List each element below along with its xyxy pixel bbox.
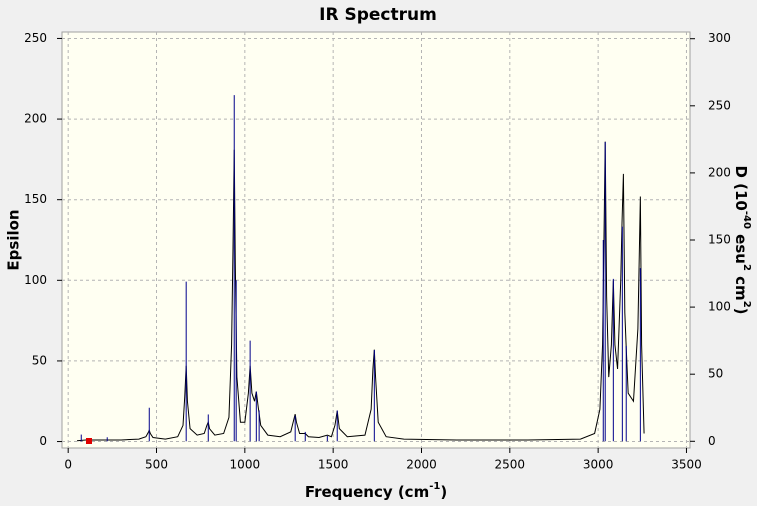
x-tick-label: 3500 bbox=[671, 458, 702, 472]
label-part: 2 bbox=[741, 301, 752, 308]
chart-title: IR Spectrum bbox=[319, 5, 437, 25]
label-part: 2 bbox=[741, 264, 752, 271]
label-part: -1 bbox=[429, 481, 440, 492]
x-tick-label: 1500 bbox=[318, 458, 349, 472]
x-tick-label: 0 bbox=[64, 458, 72, 472]
y2-tick-label: 150 bbox=[708, 233, 731, 247]
y2-tick-label: 250 bbox=[708, 98, 731, 112]
y2-axis-label: D (10-40 esu2 cm2) bbox=[733, 165, 753, 314]
x-axis-label: Frequency (cm-1) bbox=[305, 481, 447, 501]
x-tick-label: 500 bbox=[145, 458, 168, 472]
spectrum-line bbox=[76, 141, 645, 442]
label-part: Frequency (cm bbox=[305, 483, 429, 501]
y2-tick-label: 0 bbox=[708, 434, 716, 448]
cursor-marker bbox=[86, 438, 92, 444]
x-tick-label: 2500 bbox=[495, 458, 526, 472]
y2-tick-label: 100 bbox=[708, 300, 731, 314]
y-tick-label: 100 bbox=[24, 273, 47, 287]
y2-tick-label: 200 bbox=[708, 165, 731, 179]
label-part: ) bbox=[733, 308, 751, 315]
x-tick-label: 3000 bbox=[583, 458, 614, 472]
y-tick-label: 50 bbox=[32, 353, 47, 367]
y2-tick-label: 300 bbox=[708, 31, 731, 45]
y2-tick-label: 50 bbox=[708, 367, 723, 381]
label-part: -40 bbox=[741, 211, 752, 229]
label-part: D (10 bbox=[733, 165, 751, 210]
y-tick-label: 0 bbox=[39, 434, 47, 448]
x-tick-label: 1000 bbox=[230, 458, 261, 472]
y-tick-label: 200 bbox=[24, 112, 47, 126]
y-axis-label: Epsilon bbox=[5, 209, 23, 270]
label-part: cm bbox=[733, 271, 751, 301]
label-part: ) bbox=[440, 483, 447, 501]
y-tick-label: 250 bbox=[24, 31, 47, 45]
x-tick-label: 2000 bbox=[406, 458, 437, 472]
y-tick-label: 150 bbox=[24, 192, 47, 206]
label-part: esu bbox=[733, 229, 751, 264]
